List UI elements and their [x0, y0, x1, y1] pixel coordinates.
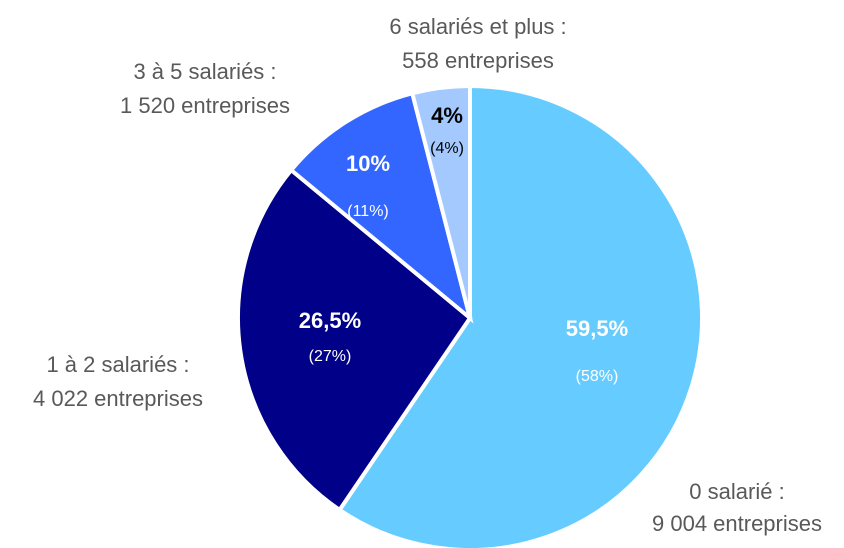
value-label: 4% [431, 103, 463, 128]
value-label: 59,5% [566, 316, 628, 341]
value-label: 26,5% [299, 308, 361, 333]
category-detail: 558 entreprises [402, 48, 554, 73]
secondary-label: (58%) [576, 368, 619, 385]
category-label: 0 salarié : [689, 479, 784, 504]
category-label: 6 salariés et plus : [389, 14, 566, 39]
category-label: 3 à 5 salariés : [133, 59, 276, 84]
value-label: 10% [346, 151, 390, 176]
secondary-label: (27%) [309, 348, 352, 365]
category-label: 1 à 2 salariés : [46, 352, 189, 377]
category-detail: 4 022 entreprises [33, 386, 203, 411]
category-detail: 1 520 entreprises [120, 93, 290, 118]
secondary-label: (11%) [347, 203, 389, 220]
pie-slice [336, 83, 704, 548]
pie-slice [236, 167, 473, 513]
secondary-label: (4%) [430, 140, 464, 157]
category-detail: 9 004 entreprises [652, 511, 822, 536]
pie-slice [409, 83, 472, 319]
